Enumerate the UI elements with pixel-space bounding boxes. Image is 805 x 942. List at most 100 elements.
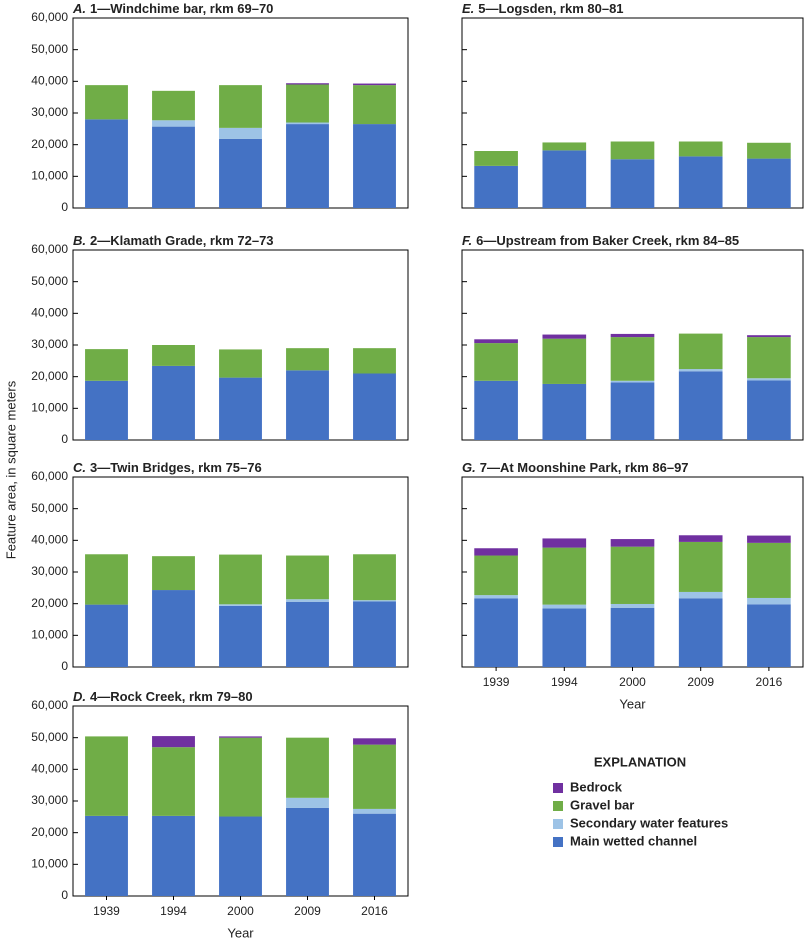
bar-segment: [610, 380, 655, 383]
y-tick-label: 10,000: [31, 401, 68, 415]
bar-segment: [286, 124, 329, 208]
y-tick-label: 0: [61, 200, 68, 214]
bar-segment: [678, 535, 723, 542]
bar-segment: [747, 337, 791, 379]
legend-swatch: [553, 801, 563, 811]
bar-segment: [152, 556, 195, 591]
bar-segment: [152, 590, 195, 667]
y-tick-label: 50,000: [31, 42, 68, 56]
y-tick-label: 10,000: [31, 628, 68, 642]
bar-segment: [286, 348, 329, 371]
y-tick-label: 0: [61, 659, 68, 673]
panel-letter: B.: [73, 233, 86, 248]
legend-label: Gravel bar: [570, 797, 634, 812]
y-tick-label: 40,000: [31, 74, 68, 88]
x-tick-label: 1994: [551, 675, 578, 689]
legend-label: Secondary water features: [570, 815, 728, 830]
panel-title: E. 5—Logsden, rkm 80–81: [462, 1, 624, 16]
bar-segment: [353, 600, 396, 602]
bar-segment: [152, 120, 195, 127]
bar-segment: [610, 382, 655, 440]
panel-title: A. 1—Windchime bar, rkm 69–70: [72, 1, 273, 16]
bar-segment: [152, 747, 195, 816]
legend-swatch: [553, 783, 563, 793]
bar-segment: [678, 156, 723, 208]
bar-segment: [286, 122, 329, 125]
bar-segment: [542, 150, 587, 208]
bar-segment: [286, 601, 329, 667]
bar-segment: [542, 608, 587, 667]
bar-segment: [747, 535, 791, 543]
y-tick-label: 60,000: [31, 469, 68, 483]
x-tick-label: 2016: [361, 904, 388, 918]
legend-label: Main wetted channel: [570, 833, 697, 848]
bar-segment: [610, 546, 655, 604]
y-tick-label: 30,000: [31, 337, 68, 351]
bar-segment: [286, 737, 329, 798]
legend-label: Bedrock: [570, 779, 623, 794]
bar-segment: [85, 119, 128, 208]
bar-segment: [678, 598, 723, 667]
bar-segment: [610, 337, 655, 381]
bar-segment: [286, 797, 329, 808]
panel-letter: A.: [72, 1, 86, 16]
bar-segment: [542, 334, 587, 339]
x-tick-label: 2000: [227, 904, 254, 918]
bar-segment: [747, 380, 791, 440]
y-tick-label: 50,000: [31, 501, 68, 515]
legend-swatch: [553, 819, 563, 829]
panel-name: 3—Twin Bridges, rkm 75–76: [90, 460, 262, 475]
panel-title: F. 6—Upstream from Baker Creek, rkm 84–85: [462, 233, 739, 248]
y-tick-label: 30,000: [31, 105, 68, 119]
bar-segment: [747, 604, 791, 667]
legend-title: EXPLANATION: [594, 754, 686, 769]
bar-segment: [747, 335, 791, 338]
bar-segment: [678, 141, 723, 157]
bar-segment: [152, 345, 195, 366]
panel-name: 7—At Moonshine Park, rkm 86–97: [480, 460, 689, 475]
bar-segment: [152, 815, 195, 896]
y-tick-label: 20,000: [31, 596, 68, 610]
y-tick-label: 40,000: [31, 306, 68, 320]
bar-segment: [85, 85, 128, 120]
x-tick-label: 1994: [160, 904, 187, 918]
bar-segment: [747, 378, 791, 381]
y-tick-label: 60,000: [31, 698, 68, 712]
bar-segment: [747, 597, 791, 605]
bar-segment: [353, 554, 396, 601]
bar-segment: [610, 159, 655, 208]
bar-segment: [219, 736, 262, 738]
bar-segment: [474, 343, 518, 381]
bar-segment: [474, 339, 518, 344]
bar-segment: [152, 365, 195, 440]
bar-segment: [542, 538, 587, 548]
bar-segment: [353, 83, 396, 86]
panel-letter: C.: [73, 460, 86, 475]
x-tick-label: 2000: [619, 675, 646, 689]
x-tick-label: 2009: [687, 675, 714, 689]
legend-swatch: [553, 837, 563, 847]
panel-title: D. 4—Rock Creek, rkm 79–80: [73, 689, 253, 704]
bar-segment: [474, 548, 518, 556]
bar-segment: [353, 808, 396, 814]
x-tick-label: 2016: [756, 675, 783, 689]
y-tick-label: 10,000: [31, 857, 68, 871]
bar-segment: [85, 554, 128, 605]
bar-segment: [474, 595, 518, 599]
x-tick-label: 2009: [294, 904, 321, 918]
panel-letter: D.: [73, 689, 86, 704]
panel-name: 2—Klamath Grade, rkm 72–73: [90, 233, 274, 248]
bar-segment: [219, 377, 262, 440]
bar-segment: [353, 373, 396, 440]
panel-title: G. 7—At Moonshine Park, rkm 86–97: [462, 460, 689, 475]
y-tick-label: 50,000: [31, 730, 68, 744]
bar-segment: [542, 547, 587, 605]
panel-name: 4—Rock Creek, rkm 79–80: [90, 689, 253, 704]
bar-segment: [542, 383, 587, 440]
bar-segment: [474, 598, 518, 667]
y-tick-label: 20,000: [31, 369, 68, 383]
bar-segment: [286, 807, 329, 896]
bar-segment: [353, 813, 396, 896]
bar-segment: [678, 333, 723, 370]
